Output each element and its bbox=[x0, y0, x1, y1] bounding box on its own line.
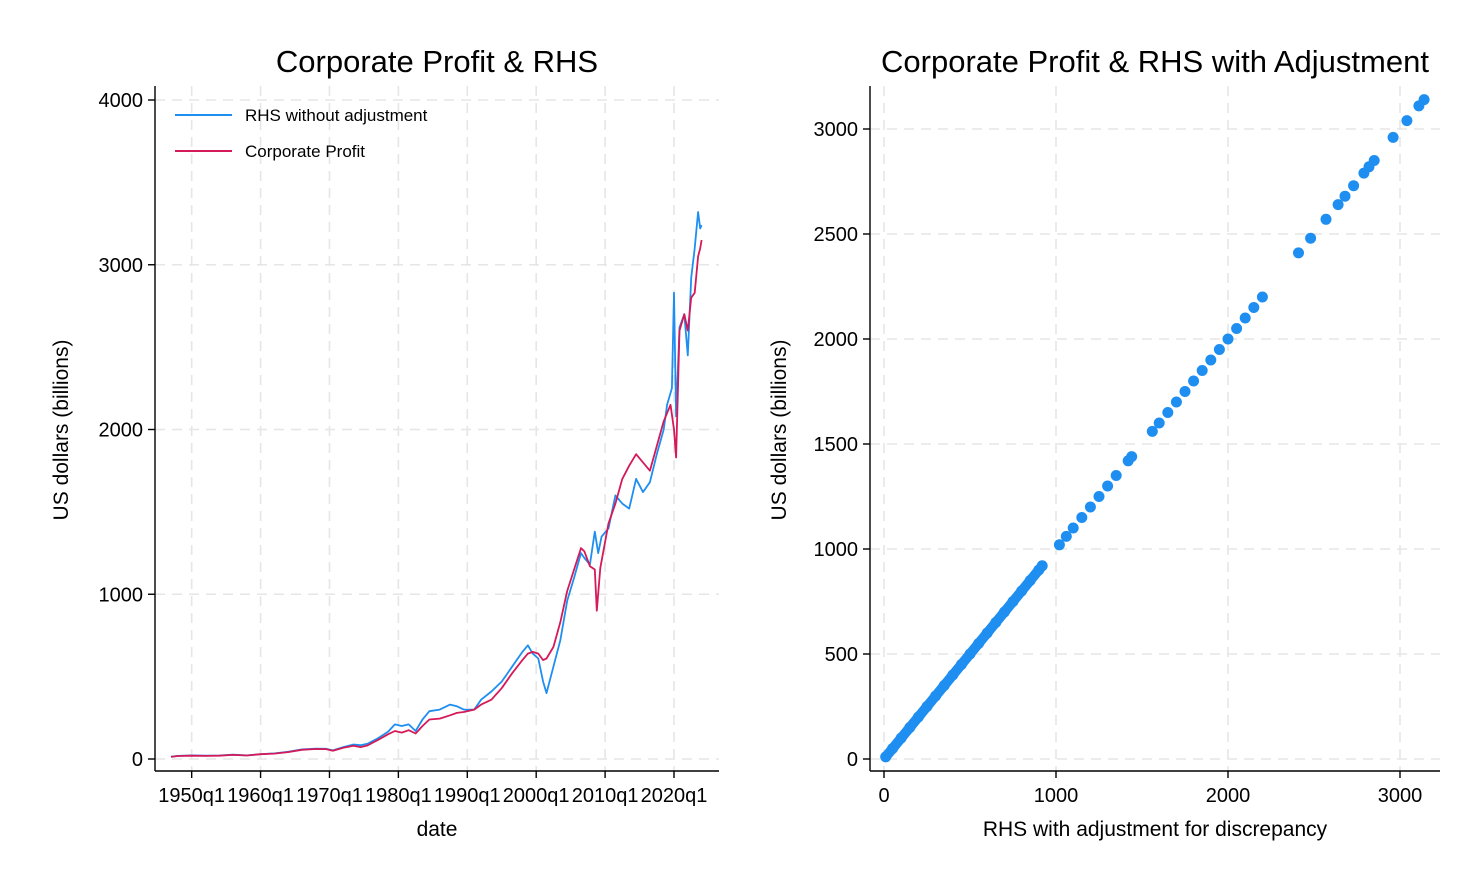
x-tick-label: 2000q1 bbox=[503, 785, 570, 807]
y-tick-label: 4000 bbox=[99, 90, 144, 112]
scatter-point bbox=[1239, 312, 1251, 324]
scatter-point bbox=[887, 743, 899, 754]
scatter-point bbox=[1213, 344, 1225, 355]
scatter-point bbox=[1305, 232, 1317, 244]
scatter-point bbox=[1162, 407, 1174, 418]
scatter-point bbox=[1067, 522, 1079, 534]
y-tick-label: 2000 bbox=[814, 329, 859, 351]
scatter-point bbox=[880, 751, 892, 763]
scatter-point bbox=[1188, 375, 1200, 387]
scatter-point bbox=[1348, 180, 1360, 192]
y-tick-label: 3000 bbox=[99, 255, 144, 277]
y-tick-label: 500 bbox=[825, 644, 858, 666]
scatter-point bbox=[973, 638, 985, 649]
scatter-point bbox=[1196, 365, 1208, 376]
scatter-point bbox=[1060, 530, 1072, 542]
scatter-point bbox=[1102, 480, 1114, 492]
scatter-point bbox=[947, 669, 959, 681]
scatter-point bbox=[1418, 94, 1430, 106]
scatter-point bbox=[1170, 396, 1182, 408]
scatter-point bbox=[1320, 213, 1332, 225]
right-x-axis-label: RHS with adjustment for discrepancy bbox=[983, 818, 1328, 841]
scatter-point bbox=[895, 732, 907, 744]
scatter-point bbox=[955, 659, 967, 670]
left-x-ticks: 1950q1 1960q1 1970q1 1980q1 1990q1 2000q1 2010… bbox=[158, 771, 707, 807]
left-gridlines bbox=[155, 86, 719, 771]
scatter-point bbox=[1146, 425, 1158, 437]
series-line-rhs-without-adjustment bbox=[170, 211, 703, 758]
right-x-ticks: 0 1000 2000 3000 bbox=[878, 771, 1422, 807]
left-chart: Corporate Profit & RHS 0 1000 2000 3000 4000… bbox=[50, 44, 719, 841]
scatter-point bbox=[1231, 323, 1243, 334]
right-scatter-points bbox=[880, 94, 1430, 763]
scatter-point bbox=[964, 648, 976, 660]
y-tick-label: 0 bbox=[132, 749, 143, 771]
x-tick-label: 2020q1 bbox=[641, 785, 708, 807]
scatter-point bbox=[1222, 333, 1234, 345]
x-tick-label: 1980q1 bbox=[365, 785, 432, 807]
y-tick-label: 2500 bbox=[814, 224, 859, 246]
scatter-point bbox=[981, 627, 993, 639]
scatter-point bbox=[1084, 501, 1096, 513]
x-tick-label: 2010q1 bbox=[572, 785, 639, 807]
left-legend: RHS without adjustment Corporate Profit bbox=[175, 106, 428, 161]
scatter-point bbox=[1110, 470, 1122, 481]
scatter-point bbox=[1126, 451, 1138, 463]
scatter-point bbox=[1339, 190, 1351, 202]
scatter-point bbox=[1248, 302, 1260, 313]
right-y-ticks: 0 500 1000 1500 2000 2500 3000 bbox=[814, 119, 870, 771]
x-tick-label: 1960q1 bbox=[227, 785, 294, 807]
series-line-corporate-profit bbox=[170, 239, 703, 758]
scatter-point bbox=[1093, 491, 1105, 502]
scatter-point bbox=[1401, 115, 1413, 127]
scatter-point bbox=[921, 701, 933, 712]
scatter-point bbox=[1368, 155, 1380, 166]
x-tick-label: 1990q1 bbox=[434, 785, 501, 807]
scatter-point bbox=[930, 690, 942, 702]
scatter-point bbox=[1293, 247, 1304, 259]
scatter-point bbox=[938, 680, 950, 691]
y-tick-label: 2000 bbox=[99, 420, 144, 442]
scatter-point bbox=[904, 722, 916, 733]
scatter-point bbox=[1256, 291, 1268, 303]
scatter-point bbox=[1016, 585, 1028, 597]
x-tick-label: 1970q1 bbox=[296, 785, 363, 807]
x-tick-label: 1950q1 bbox=[158, 785, 225, 807]
left-series-lines bbox=[170, 211, 703, 758]
left-y-ticks: 0 1000 2000 3000 4000 bbox=[99, 90, 155, 771]
scatter-point bbox=[990, 617, 1002, 628]
scatter-point bbox=[1205, 354, 1217, 366]
x-tick-label: 0 bbox=[878, 785, 889, 807]
scatter-point bbox=[1036, 560, 1048, 572]
y-tick-label: 3000 bbox=[814, 119, 859, 141]
scatter-point bbox=[1024, 575, 1036, 586]
scatter-point bbox=[1332, 199, 1344, 211]
x-tick-label: 2000 bbox=[1206, 785, 1251, 807]
scatter-point bbox=[1179, 386, 1191, 397]
scatter-point bbox=[912, 711, 924, 723]
left-chart-title: Corporate Profit & RHS bbox=[276, 44, 598, 79]
scatter-point bbox=[1053, 539, 1065, 551]
left-x-axis-label: date bbox=[417, 818, 458, 841]
right-chart: Corporate Profit & RHS with Adjustment 0… bbox=[768, 44, 1440, 841]
legend-label-rhs: RHS without adjustment bbox=[245, 106, 428, 125]
left-y-axis-label: US dollars (billions) bbox=[50, 340, 73, 521]
scatter-point bbox=[998, 606, 1010, 618]
scatter-point bbox=[1076, 512, 1088, 523]
x-tick-label: 3000 bbox=[1378, 785, 1423, 807]
x-tick-label: 1000 bbox=[1034, 785, 1079, 807]
scatter-point bbox=[1007, 596, 1019, 607]
y-tick-label: 1000 bbox=[814, 539, 859, 561]
y-tick-label: 1500 bbox=[814, 434, 859, 456]
y-tick-label: 0 bbox=[847, 749, 858, 771]
legend-label-corporate-profit: Corporate Profit bbox=[245, 142, 365, 161]
right-chart-title: Corporate Profit & RHS with Adjustment bbox=[881, 44, 1429, 79]
y-tick-label: 1000 bbox=[99, 584, 144, 606]
right-y-axis-label: US dollars (billions) bbox=[768, 340, 791, 521]
scatter-point bbox=[1387, 131, 1399, 143]
scatter-point bbox=[1153, 417, 1165, 429]
